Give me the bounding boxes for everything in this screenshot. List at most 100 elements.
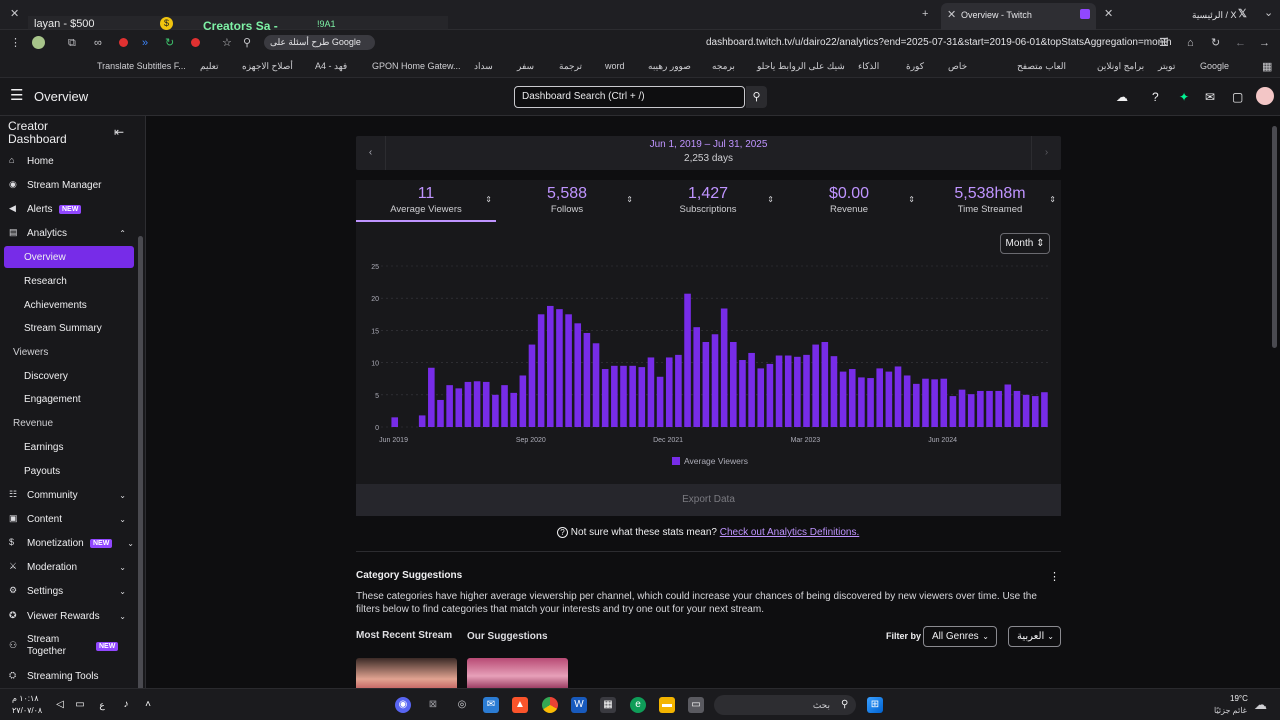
tray-chevron-icon[interactable]: ˄ [145, 699, 151, 710]
steam-icon[interactable]: ◎ [457, 699, 467, 710]
bookmark-programming[interactable]: برمجه [712, 61, 735, 71]
bookmark-word[interactable]: word [605, 61, 625, 71]
home-browser-icon[interactable]: ⌂ [1187, 37, 1194, 49]
prev-range-button[interactable]: ‹ [356, 136, 386, 170]
search-button[interactable]: ⚲ [746, 86, 767, 108]
avatar[interactable] [1256, 87, 1274, 105]
file-explorer-icon[interactable]: ▬ [659, 697, 675, 713]
tab-menu-icon[interactable]: ⌄ [1264, 7, 1274, 19]
chrome-icon[interactable] [542, 697, 558, 713]
sidebar-item-discovery[interactable]: Discovery [0, 365, 138, 387]
suggestion-thumbnail[interactable] [467, 658, 568, 688]
mail-icon[interactable]: ✉ [483, 697, 499, 713]
sidebar-item-analytics[interactable]: ▤ Analytics ⌃ [0, 222, 138, 244]
language-filter-select[interactable]: العربية ⌄ [1008, 626, 1061, 647]
back-icon[interactable]: → [1259, 37, 1270, 49]
sidebar-item-achievements[interactable]: Achievements [0, 294, 138, 316]
close-tab-icon[interactable]: ✕ [947, 9, 957, 21]
dashboard-search-input[interactable]: Dashboard Search (Ctrl + /) [514, 86, 745, 108]
tab-x-title[interactable]: الرئيسية / X [1192, 10, 1237, 20]
close-window-icon[interactable]: ✕ [10, 8, 20, 20]
word-icon[interactable]: W [571, 697, 587, 713]
sidebar-item-settings[interactable]: ⚙ Settings ⌄ [0, 580, 138, 602]
stat-subscriptions[interactable]: 1,427 Subscriptions ⇕ [638, 180, 778, 222]
app-icon[interactable]: ▭ [688, 697, 704, 713]
forward-icon[interactable]: ← [1235, 37, 1246, 49]
export-data-button[interactable]: Export Data [356, 484, 1061, 516]
bookmark-education[interactable]: تعليم [200, 61, 219, 71]
all-bookmarks-icon[interactable]: ▦ [1262, 61, 1273, 73]
bookmark-translate[interactable]: ترجمة [559, 61, 583, 71]
analytics-definitions-link[interactable]: Check out Analytics Definitions. [719, 527, 860, 538]
stat-time-streamed[interactable]: 5,538h8m Time Streamed ⇕ [920, 180, 1060, 222]
discord-icon[interactable]: ◉ [395, 697, 411, 713]
cowboy-hat-icon[interactable]: ☁ [1116, 90, 1128, 104]
edge-icon[interactable]: e [630, 697, 646, 713]
bookmark-games[interactable]: العاب متصفح [1017, 61, 1067, 71]
volume-icon[interactable]: ◁ [56, 699, 64, 710]
xbox-icon[interactable]: ⊠ [428, 699, 438, 710]
sidebar-item-stream-together[interactable]: ⚇ Stream Together NEW [0, 634, 138, 657]
extension-red-icon[interactable] [119, 38, 128, 47]
stat-follows[interactable]: 5,588 Follows ⇕ [497, 180, 637, 222]
aggregation-select[interactable]: Month ⇕ [1000, 233, 1050, 254]
weather-temp[interactable]: 19°C [1230, 694, 1248, 703]
sidebar-item-earnings[interactable]: Earnings [0, 436, 138, 458]
stat-revenue[interactable]: $0.00 Revenue ⇕ [779, 180, 919, 222]
date-range-text[interactable]: Jun 1, 2019 – Jul 31, 2025 [649, 139, 768, 150]
collapse-sidebar-icon[interactable]: ⇤ [114, 125, 125, 139]
clock-time[interactable]: ١٠:١٨ م [12, 694, 39, 703]
inbox-icon[interactable]: ✉ [1205, 90, 1216, 104]
hamburger-menu-icon[interactable]: ☰ [10, 87, 24, 104]
extension-blue-icon[interactable]: » [142, 37, 149, 49]
windows-start-icon[interactable]: ⊞ [867, 697, 883, 713]
sidebar-item-engagement[interactable]: Engagement [0, 388, 138, 410]
bits-icon[interactable]: ✦ [1179, 90, 1190, 104]
reload-icon[interactable]: ↻ [1211, 37, 1221, 49]
sidebar-item-moderation[interactable]: ⚔ Moderation ⌄ [0, 556, 138, 578]
sidebar-item-streaming-tools[interactable]: ⛭ Streaming Tools [0, 665, 138, 687]
next-range-button[interactable]: › [1031, 136, 1061, 170]
menu-dots-icon[interactable]: ⋮ [10, 37, 21, 49]
sidebar-item-overview[interactable]: Overview [0, 246, 138, 268]
bookmark-subtitles[interactable]: Translate Subtitles F... [97, 61, 186, 71]
tab-our-suggestions[interactable]: Our Suggestions [467, 631, 548, 642]
bookmark-programs[interactable]: برامج اونلاين [1097, 61, 1145, 71]
sidebar-item-viewer-rewards[interactable]: ✪ Viewer Rewards ⌄ [0, 605, 138, 627]
profile-icon[interactable] [32, 36, 45, 49]
sidebar-item-community[interactable]: ☷ Community ⌄ [0, 484, 138, 506]
new-tab-icon[interactable]: + [922, 8, 929, 20]
help-icon[interactable]: ? [1152, 90, 1159, 104]
bookmark-star-icon[interactable]: ☆ [222, 37, 232, 49]
clock-date[interactable]: ٢٧/٠٧/٠٨ [12, 706, 43, 715]
sidebar-item-content[interactable]: ▣ Content ⌄ [0, 508, 138, 530]
extension-green-icon[interactable]: ↻ [165, 37, 175, 49]
extension-icon[interactable]: ∞ [94, 37, 102, 49]
stat-average-viewers[interactable]: 11 Average Viewers ⇕ [356, 180, 496, 222]
brave-icon[interactable]: ▲ [512, 697, 528, 713]
sidebar-item-stream-manager[interactable]: ◉ Stream Manager [0, 174, 138, 196]
bookmark-google[interactable]: Google [1200, 61, 1230, 71]
sidebar-item-payouts[interactable]: Payouts [0, 460, 138, 482]
genre-filter-select[interactable]: All Genres ⌄ [923, 626, 997, 647]
main-scrollbar[interactable] [1272, 126, 1277, 348]
sidebar-item-stream-summary[interactable]: Stream Summary [0, 317, 138, 339]
microphone-icon[interactable]: ♪ [123, 699, 129, 710]
sidebar-item-alerts[interactable]: ◀ Alerts NEW [0, 198, 138, 220]
bookmark-repair[interactable]: أصلاح الاجهزه [242, 61, 293, 71]
sidebar-item-monetization[interactable]: $ Monetization NEW ⌄ [0, 532, 138, 554]
extensions-icon[interactable]: ⧉ [68, 37, 76, 49]
sidebar-item-home[interactable]: ⌂ Home [0, 150, 138, 172]
tune-icon[interactable]: ☰ [1159, 37, 1169, 49]
url-text[interactable]: dashboard.twitch.tv/u/dairo22/analytics?… [706, 37, 1172, 48]
bookmark-gpon[interactable]: GPON Home Gatew... [372, 61, 461, 71]
bookmark-twitter[interactable]: تويتر [1158, 61, 1176, 71]
more-options-icon[interactable]: ⋮ [1049, 571, 1060, 583]
keyboard-language-icon[interactable]: ع [99, 700, 105, 710]
sidebar-item-viewers[interactable]: Viewers [0, 341, 138, 363]
tab-most-recent-stream[interactable]: Most Recent Stream [356, 630, 453, 641]
google-ask-chip[interactable]: طرح أسئلة على Google [264, 35, 375, 50]
bookmark-images[interactable]: صوور رهيبه [648, 61, 691, 71]
sidebar-item-research[interactable]: Research [0, 270, 138, 292]
display-icon[interactable]: ▭ [75, 699, 85, 710]
